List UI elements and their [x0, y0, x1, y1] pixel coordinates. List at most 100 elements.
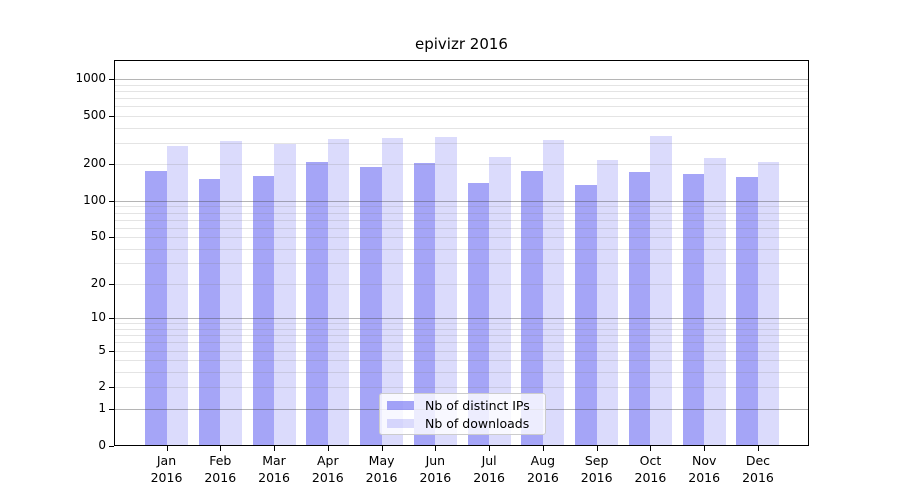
x-axis-tick-jun: [435, 446, 437, 451]
minor-gridline-7: [115, 335, 808, 337]
x-axis-tick-nov: [704, 446, 706, 451]
minor-gridline-40: [115, 248, 808, 250]
legend-row-downloads: Nb of downloads: [387, 415, 545, 431]
y-axis-tick-50: [109, 237, 114, 239]
bar-downloads-sep: [596, 160, 619, 445]
bar-downloads-apr: [327, 138, 350, 445]
y-axis-label-200: 200: [83, 156, 106, 171]
y-axis-tick-1000: [109, 79, 114, 81]
bar-distinct-ips-sep: [575, 185, 597, 445]
chart-title: epivizr 2016: [415, 35, 508, 53]
bar-downloads-jun: [435, 137, 457, 445]
major-gridline-10: [115, 318, 808, 320]
bar-distinct-ips-may: [360, 166, 382, 445]
major-gridline-1000: [115, 79, 808, 81]
x-axis-label-sep: Sep 2016: [580, 453, 613, 485]
x-axis-tick-sep: [596, 446, 598, 451]
minor-gridline-50: [115, 237, 808, 239]
x-axis-label-aug: Aug 2016: [526, 453, 559, 485]
minor-gridline-2: [115, 387, 808, 389]
y-axis-label-100: 100: [83, 192, 106, 207]
bar-downloads-jul: [489, 157, 511, 445]
minor-gridline-20: [115, 284, 808, 286]
minor-gridline-4: [115, 360, 808, 362]
major-gridline-100: [115, 200, 808, 202]
x-axis-label-mar: Mar 2016: [258, 453, 290, 485]
legend-label-distinct-ips: Nb of distinct IPs: [425, 397, 530, 413]
x-axis-tick-dec: [757, 446, 759, 451]
x-axis-tick-feb: [220, 446, 222, 451]
minor-gridline-800: [115, 91, 808, 93]
y-axis-label-500: 500: [83, 107, 106, 122]
x-axis-label-may: May 2016: [365, 453, 398, 485]
bar-downloads-oct: [650, 136, 672, 445]
minor-gridline-200: [115, 164, 808, 166]
x-axis-label-oct: Oct 2016: [634, 453, 667, 485]
x-axis-label-apr: Apr 2016: [311, 453, 344, 485]
y-axis-label-0: 0: [98, 437, 106, 452]
minor-gridline-80: [115, 212, 808, 214]
y-axis-tick-1: [109, 408, 114, 410]
y-axis-tick-0: [109, 445, 114, 447]
minor-gridline-90: [115, 206, 808, 208]
y-axis-tick-20: [109, 284, 114, 286]
bar-distinct-ips-dec: [736, 177, 758, 445]
x-axis-tick-mar: [274, 446, 276, 451]
minor-gridline-700: [115, 98, 808, 100]
x-axis-tick-may: [381, 446, 383, 451]
legend-swatch-distinct-ips: [387, 400, 414, 410]
y-axis-tick-500: [109, 115, 114, 117]
bar-downloads-nov: [704, 158, 726, 445]
minor-gridline-900: [115, 84, 808, 86]
x-axis-label-dec: Dec 2016: [742, 453, 774, 485]
minor-gridline-3: [115, 372, 808, 374]
y-axis-label-2: 2: [98, 379, 106, 394]
bar-downloads-aug: [542, 140, 565, 445]
x-axis-label-jul: Jul 2016: [473, 453, 506, 485]
legend-label-downloads: Nb of downloads: [425, 415, 530, 431]
minor-gridline-9: [115, 323, 808, 325]
x-axis-tick-oct: [650, 446, 652, 451]
legend: Nb of distinct IPs Nb of downloads: [379, 393, 546, 435]
y-axis-label-20: 20: [90, 276, 106, 291]
minor-gridline-300: [115, 142, 808, 144]
minor-gridline-70: [115, 219, 808, 221]
x-axis-label-jan: Jan 2016: [150, 453, 183, 485]
y-axis-label-50: 50: [90, 229, 106, 244]
minor-gridline-60: [115, 227, 808, 229]
bar-downloads-feb: [220, 141, 242, 445]
minor-gridline-500: [115, 115, 808, 117]
bar-distinct-ips-jun: [413, 163, 436, 445]
legend-row-distinct-ips: Nb of distinct IPs: [387, 397, 545, 413]
y-axis-label-1000: 1000: [75, 71, 106, 86]
x-axis-tick-aug: [542, 446, 544, 451]
bar-distinct-ips-apr: [306, 162, 328, 445]
bar-downloads-dec: [757, 161, 780, 445]
legend-swatch-downloads: [387, 418, 414, 428]
minor-gridline-5: [115, 350, 808, 352]
y-axis-tick-10: [109, 318, 114, 320]
bar-distinct-ips-oct: [628, 171, 651, 445]
bar-distinct-ips-nov: [682, 174, 705, 445]
minor-gridline-600: [115, 106, 808, 108]
y-axis-label-10: 10: [90, 310, 106, 325]
y-axis-label-5: 5: [98, 342, 106, 357]
bar-downloads-mar: [274, 143, 296, 445]
x-axis-tick-apr: [327, 446, 329, 451]
bar-distinct-ips-jul: [467, 183, 490, 445]
minor-gridline-400: [115, 127, 808, 129]
x-axis-tick-jan: [166, 446, 168, 451]
minor-gridline-30: [115, 263, 808, 265]
y-axis-label-1: 1: [98, 400, 106, 415]
bar-distinct-ips-aug: [521, 171, 543, 445]
y-axis-tick-200: [109, 164, 114, 166]
plot-area: [114, 60, 809, 446]
bar-downloads-jan: [166, 145, 188, 445]
bar-downloads-may: [381, 137, 404, 445]
x-axis-tick-jul: [489, 446, 491, 451]
y-axis-tick-100: [109, 200, 114, 202]
x-axis-label-nov: Nov 2016: [688, 453, 721, 485]
y-axis-tick-2: [109, 387, 114, 389]
minor-gridline-8: [115, 329, 808, 331]
bar-distinct-ips-feb: [198, 178, 221, 445]
